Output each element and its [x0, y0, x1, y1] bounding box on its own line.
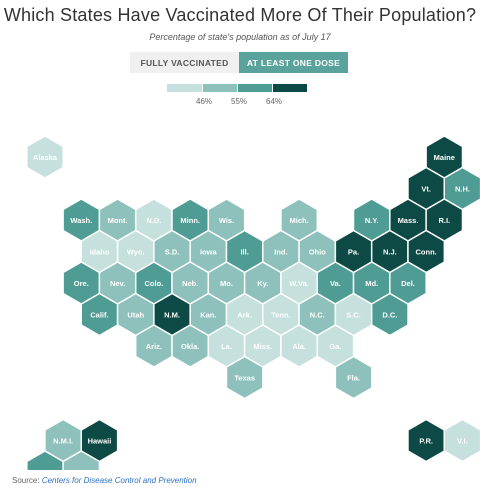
hex-shape[interactable]	[443, 418, 480, 463]
hex-label: Wis.	[219, 216, 234, 225]
hex-label: Ga.	[329, 342, 341, 351]
hex-label: D.C.	[382, 311, 397, 320]
hex-label: N.C.	[310, 311, 325, 320]
hex-label: Utah	[127, 311, 144, 320]
hex-label: R.I.	[438, 216, 450, 225]
legend-swatch-4	[272, 84, 307, 92]
hex-label: Texas	[234, 374, 255, 383]
chart-title: Which States Have Vaccinated More Of The…	[3, 5, 477, 25]
metric-toggle: FULLY VACCINATED AT LEAST ONE DOSE	[130, 52, 348, 73]
hex-label: Idaho	[89, 248, 109, 257]
hex-shape[interactable]	[62, 450, 101, 470]
hex-d-c[interactable]: D.C.	[370, 292, 409, 337]
hex-label: Minn.	[180, 216, 200, 225]
hex-label: N.H.	[455, 185, 470, 194]
hex-shape[interactable]	[334, 355, 373, 400]
hex-label: P.R.	[419, 437, 433, 446]
hex-label: Del.	[401, 279, 415, 288]
hex-label: Colo.	[145, 279, 164, 288]
hex-label: Ind.	[274, 248, 287, 257]
hex-label: Md.	[365, 279, 378, 288]
legend-threshold-46: 46%	[195, 97, 213, 106]
hex-label: Ill.	[240, 248, 248, 257]
fully-vaccinated-button[interactable]: FULLY VACCINATED	[130, 52, 239, 73]
hex-texas[interactable]: Texas	[225, 355, 264, 400]
at-least-one-dose-button[interactable]: AT LEAST ONE DOSE	[239, 52, 348, 73]
legend-swatch-1	[167, 84, 202, 92]
legend-threshold-64: 64%	[265, 97, 283, 106]
hex-shape[interactable]	[370, 292, 409, 337]
hex-label: Neb.	[182, 279, 198, 288]
source-note: Source: Centers for Disease Control and …	[12, 476, 197, 485]
hex-label: Mich.	[290, 216, 309, 225]
hex-label: Hawaii	[88, 437, 112, 446]
hex-label: W.Va.	[289, 279, 309, 288]
hex-label: Miss.	[253, 342, 272, 351]
legend-threshold-55: 55%	[230, 97, 248, 106]
hex-label: Ark.	[237, 311, 252, 320]
legend-swatch-2	[202, 84, 237, 92]
hex-label: N.M.	[164, 311, 180, 320]
legend-divider	[237, 84, 238, 94]
hex-label: Mont.	[108, 216, 128, 225]
source-label: Source:	[12, 476, 40, 485]
hex-label: Nev.	[110, 279, 125, 288]
hex-label: Vt.	[421, 185, 431, 194]
source-link[interactable]: Centers for Disease Control and Preventi…	[41, 476, 197, 485]
hex-label: Fla.	[347, 374, 360, 383]
hex-fla[interactable]: Fla.	[334, 355, 373, 400]
hex-label: Calif.	[90, 311, 108, 320]
hex-label: A.S.	[74, 468, 89, 470]
hex-label: V.I.	[457, 437, 468, 446]
hex-p-r[interactable]: P.R.	[407, 418, 446, 463]
hex-label: Okla.	[181, 342, 199, 351]
hex-shape[interactable]	[225, 355, 264, 400]
hex-label: Conn.	[416, 248, 437, 257]
legend-divider	[272, 84, 273, 94]
hex-shape[interactable]	[26, 135, 64, 179]
hex-label: Maine	[434, 153, 455, 162]
hex-label: Ariz.	[146, 342, 162, 351]
hex-label: Alaska	[33, 153, 58, 162]
hex-label: Iowa	[200, 248, 217, 257]
hex-alaska[interactable]: Alaska	[26, 135, 64, 179]
hex-label: Ala.	[292, 342, 306, 351]
hex-label: Kan.	[200, 311, 216, 320]
hex-label: Ky.	[257, 279, 268, 288]
hex-label: Wyo.	[127, 248, 145, 257]
hex-label: S.D.	[165, 248, 180, 257]
legend-divider	[202, 84, 203, 94]
hex-label: N.D.	[146, 216, 161, 225]
hex-label: Pa.	[348, 248, 359, 257]
hex-label: N.J.	[383, 248, 397, 257]
hex-a-s[interactable]: A.S.	[62, 450, 101, 470]
hex-label: Mass.	[398, 216, 419, 225]
hex-label: S.C.	[346, 311, 361, 320]
hex-label: Mo.	[220, 279, 233, 288]
color-legend	[167, 84, 307, 92]
hex-label: Guam	[34, 468, 56, 470]
hex-label: La.	[221, 342, 232, 351]
hex-label: Tenn.	[271, 311, 290, 320]
hex-label: N.Y.	[365, 216, 379, 225]
legend-swatch-3	[237, 84, 272, 92]
hex-label: Wash.	[70, 216, 92, 225]
hex-label: Va.	[330, 279, 341, 288]
hex-v-i[interactable]: V.I.	[443, 418, 480, 463]
state-hex-map: Alaska Maine Vt. N.H. Wash. Mont. N.D. Minn. Wis…	[26, 135, 480, 470]
hex-label: Ohio	[309, 248, 326, 257]
hex-label: Ore.	[74, 279, 89, 288]
hex-label: N.M.I.	[53, 437, 73, 446]
chart-subtitle: Percentage of state's population as of J…	[149, 32, 331, 42]
